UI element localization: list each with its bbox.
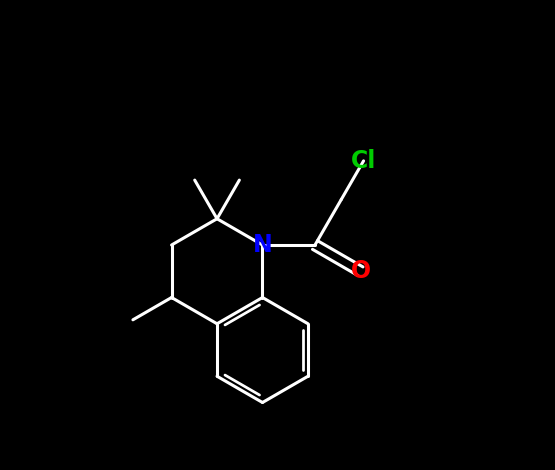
- Text: Cl: Cl: [351, 149, 376, 173]
- Text: N: N: [253, 233, 273, 257]
- Text: O: O: [350, 259, 371, 283]
